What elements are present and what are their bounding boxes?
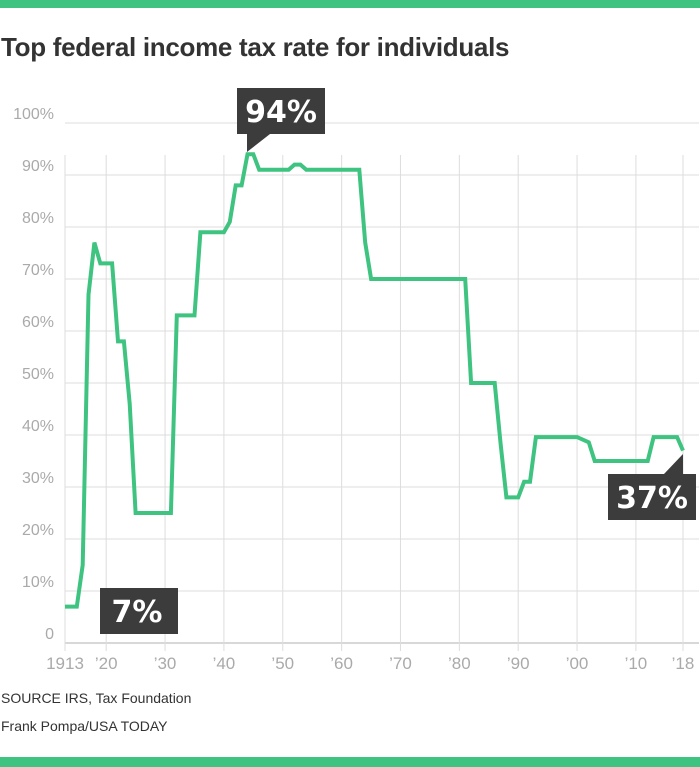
y-gridlines — [65, 122, 699, 644]
x-tick-label: 1913 — [46, 654, 84, 673]
y-tick-label: 20% — [22, 522, 54, 539]
y-tick-label: 90% — [22, 158, 54, 175]
callout-94pct: 94% — [237, 88, 325, 152]
top-accent-bar — [0, 0, 700, 8]
x-tick-label: ’00 — [566, 654, 589, 673]
callout-box — [237, 88, 325, 134]
x-tick-label: ’18 — [672, 654, 695, 673]
chart-title: Top federal income tax rate for individu… — [1, 32, 510, 62]
bottom-accent-bar — [0, 757, 700, 767]
y-tick-label: 60% — [22, 314, 54, 331]
y-tick-label: 40% — [22, 418, 54, 435]
x-tick-label: ’70 — [389, 654, 412, 673]
callout-7pct: 7% — [100, 588, 178, 634]
x-tick-label: ’80 — [448, 654, 471, 673]
y-tick-label: 30% — [22, 470, 54, 487]
callout-box — [608, 474, 696, 520]
callout-37pct: 37% — [608, 454, 696, 520]
y-tick-label: 100% — [13, 106, 54, 123]
y-tick-label: 80% — [22, 210, 54, 227]
callout-pointer — [247, 134, 270, 152]
annotations-group: 7% 94% 37% — [100, 88, 696, 634]
source-note: SOURCE IRS, Tax Foundation — [1, 690, 192, 706]
callout-label: 37% — [616, 481, 688, 516]
x-tick-label: ’60 — [330, 654, 353, 673]
y-tick-label: 50% — [22, 366, 54, 383]
x-gridlines — [64, 155, 684, 651]
credit-note: Frank Pompa/USA TODAY — [1, 718, 168, 734]
series-group — [65, 152, 685, 609]
callout-label: 7% — [112, 595, 163, 630]
callout-pointer — [664, 454, 683, 474]
x-axis-ticks: 1913 ’20 ’30 ’40 ’50 ’60 ’70 ’80 ’90 ’00 ’10 ’18 — [46, 654, 694, 673]
x-tick-label: ’30 — [154, 654, 177, 673]
y-tick-label: 10% — [22, 574, 54, 591]
callout-pointer — [100, 588, 120, 634]
y-axis-ticks: 0 10% 20% 30% 40% 50% 60% 70% 80% 90% 100% — [13, 106, 54, 643]
y-tick-label: 0 — [45, 626, 54, 643]
x-tick-label: ’90 — [507, 654, 530, 673]
y-tick-label: 70% — [22, 262, 54, 279]
x-tick-label: ’50 — [271, 654, 294, 673]
x-tick-label: ’20 — [95, 654, 118, 673]
series-line — [65, 152, 685, 609]
x-tick-label: ’10 — [625, 654, 648, 673]
callout-label: 94% — [245, 95, 317, 130]
x-tick-label: ’40 — [213, 654, 236, 673]
